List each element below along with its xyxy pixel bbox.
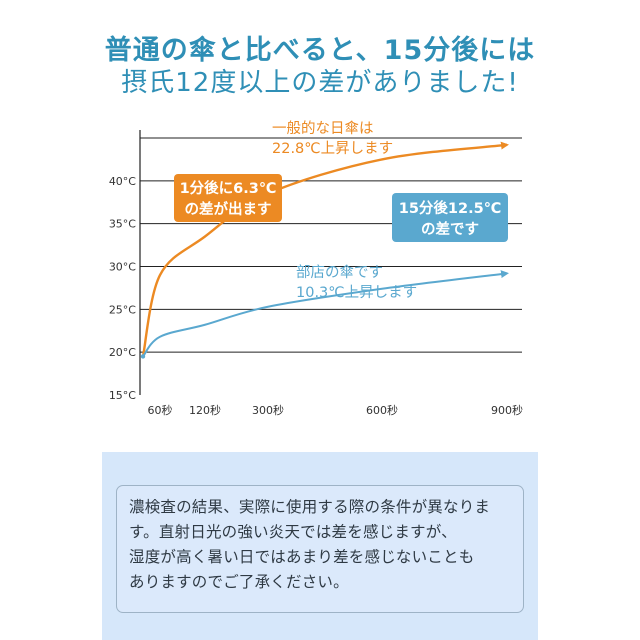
orange-note-line-2: 22.8℃上昇します — [272, 140, 393, 157]
disclaimer-line-3: 湿度が高く暑い日ではあまり差を感じないことも — [129, 548, 475, 566]
x-tick-labels: 60秒 120秒 300秒 600秒 900秒 — [148, 403, 524, 417]
y-tick-40: 40°C — [109, 175, 136, 188]
y-tick-35: 35°C — [109, 218, 136, 231]
orange-callout-box — [174, 174, 282, 222]
orange-callout-line-2: の差が出ます — [185, 200, 272, 218]
orange-callout-line-1: 1分後に6.3℃ — [180, 179, 277, 197]
series-line-blue — [142, 270, 509, 358]
y-tick-25: 25°C — [109, 303, 136, 316]
disclaimer-box: 濃検査の結果、実際に使用する際の条件が異なりま す。直射日光の強い炎天では差を感… — [116, 485, 524, 613]
x-tick-900: 900秒 — [491, 403, 523, 417]
disclaimer-line-4: ありますのでご了承ください。 — [129, 573, 349, 591]
gridlines — [140, 137, 522, 353]
blue-note-line-2: 10.3℃上昇します — [296, 284, 417, 301]
x-tick-60: 60秒 — [148, 403, 173, 417]
disclaimer-line-2: す。直射日光の強い炎天では差を感じますが、 — [129, 523, 457, 541]
blue-callout-line-1: 15分後12.5℃ — [399, 199, 502, 217]
x-tick-300: 300秒 — [252, 403, 284, 417]
y-tick-30: 30°C — [109, 261, 136, 274]
headline-line-1: 普通の傘と比べると、15分後には — [104, 35, 536, 66]
x-tick-600: 600秒 — [366, 403, 398, 417]
disclaimer-line-1: 濃検査の結果、実際に使用する際の条件が異なりま — [129, 498, 491, 516]
y-tick-labels: 15°C 20°C 25°C 30°C 35°C 40°C — [109, 175, 136, 402]
blue-callout-line-2: の差です — [421, 220, 479, 238]
start-point — [140, 354, 146, 359]
y-tick-15: 15°C — [109, 389, 136, 402]
x-tick-120: 120秒 — [189, 403, 221, 417]
orange-note-line-1: 一般的な日傘は — [272, 120, 374, 137]
headline-line-2: 摂氏12度以上の差がありました! — [121, 68, 519, 98]
temperature-chart: 15°C 20°C 25°C 30°C 35°C 40°C 60秒 120秒 300秒 600秒… — [109, 120, 524, 417]
blue-callout-box — [392, 193, 508, 242]
blue-note-line-1: 部店の傘です — [296, 264, 383, 281]
annotations: 一般的な日傘は 22.8℃上昇します 1分後に6.3℃ の差が出ます 15分後12.5℃… — [174, 120, 508, 301]
y-tick-20: 20°C — [109, 346, 136, 359]
